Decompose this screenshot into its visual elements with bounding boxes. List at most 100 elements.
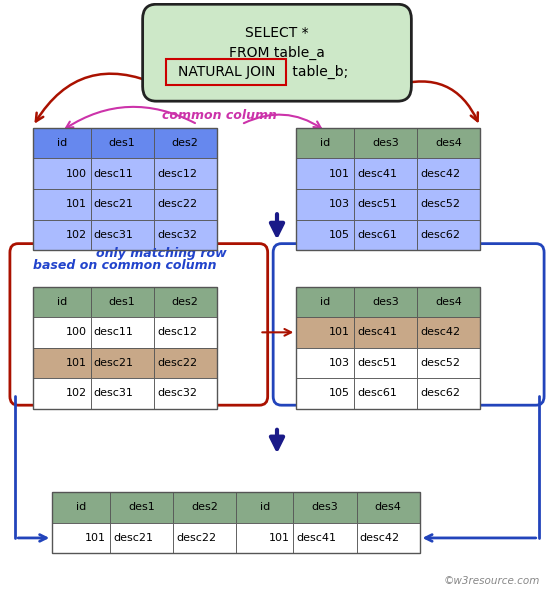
FancyBboxPatch shape: [357, 522, 419, 553]
Text: 101: 101: [329, 169, 350, 178]
Text: common column: common column: [162, 109, 277, 122]
Text: desc42: desc42: [360, 533, 400, 543]
FancyBboxPatch shape: [90, 189, 153, 219]
Text: desc31: desc31: [94, 230, 134, 240]
FancyBboxPatch shape: [153, 158, 217, 189]
Text: desc62: desc62: [420, 230, 460, 240]
Text: 101: 101: [269, 533, 290, 543]
FancyBboxPatch shape: [296, 347, 354, 378]
Text: desc11: desc11: [94, 169, 134, 178]
FancyBboxPatch shape: [110, 522, 173, 553]
Text: des4: des4: [375, 502, 402, 512]
FancyBboxPatch shape: [90, 317, 153, 347]
Text: only matching row: only matching row: [96, 247, 227, 260]
Text: desc52: desc52: [420, 199, 460, 209]
Text: NATURAL JOIN: NATURAL JOIN: [178, 65, 275, 79]
Text: desc21: desc21: [94, 358, 134, 368]
FancyBboxPatch shape: [354, 158, 417, 189]
Text: 101: 101: [329, 327, 350, 337]
FancyBboxPatch shape: [417, 158, 480, 189]
FancyBboxPatch shape: [354, 317, 417, 347]
FancyBboxPatch shape: [52, 522, 110, 553]
FancyBboxPatch shape: [354, 286, 417, 317]
FancyBboxPatch shape: [296, 158, 354, 189]
FancyBboxPatch shape: [153, 317, 217, 347]
FancyBboxPatch shape: [90, 219, 153, 250]
FancyBboxPatch shape: [153, 378, 217, 409]
FancyBboxPatch shape: [33, 286, 90, 317]
Text: desc42: desc42: [420, 327, 460, 337]
Text: desc32: desc32: [157, 388, 197, 398]
FancyBboxPatch shape: [417, 317, 480, 347]
Text: desc21: desc21: [113, 533, 153, 543]
Text: 100: 100: [66, 169, 86, 178]
FancyBboxPatch shape: [153, 286, 217, 317]
Text: 105: 105: [329, 230, 350, 240]
FancyBboxPatch shape: [153, 189, 217, 219]
FancyBboxPatch shape: [33, 189, 90, 219]
FancyBboxPatch shape: [153, 128, 217, 158]
Text: desc31: desc31: [94, 388, 134, 398]
FancyBboxPatch shape: [153, 219, 217, 250]
FancyBboxPatch shape: [296, 219, 354, 250]
Text: des4: des4: [435, 296, 462, 307]
Text: based on common column: based on common column: [33, 259, 217, 272]
Text: des1: des1: [128, 502, 155, 512]
Text: FROM table_a: FROM table_a: [229, 46, 325, 60]
FancyBboxPatch shape: [142, 4, 412, 101]
Text: 101: 101: [85, 533, 106, 543]
Text: 101: 101: [66, 358, 86, 368]
Text: desc21: desc21: [94, 199, 134, 209]
FancyBboxPatch shape: [173, 522, 236, 553]
FancyBboxPatch shape: [153, 347, 217, 378]
FancyBboxPatch shape: [33, 317, 90, 347]
Text: 103: 103: [329, 358, 350, 368]
Text: desc61: desc61: [357, 388, 397, 398]
FancyBboxPatch shape: [417, 219, 480, 250]
FancyBboxPatch shape: [296, 286, 354, 317]
Text: desc61: desc61: [357, 230, 397, 240]
Text: 102: 102: [65, 388, 86, 398]
Text: table_b;: table_b;: [288, 65, 348, 79]
Text: desc22: desc22: [157, 199, 197, 209]
Text: des3: des3: [311, 502, 338, 512]
Text: desc22: desc22: [157, 358, 197, 368]
Text: 101: 101: [66, 199, 86, 209]
Text: des3: des3: [372, 296, 399, 307]
Text: des2: des2: [191, 502, 218, 512]
Text: desc62: desc62: [420, 388, 460, 398]
FancyBboxPatch shape: [354, 128, 417, 158]
FancyBboxPatch shape: [417, 347, 480, 378]
Text: SELECT *: SELECT *: [245, 26, 309, 40]
Text: desc41: desc41: [297, 533, 337, 543]
FancyBboxPatch shape: [173, 492, 236, 522]
FancyBboxPatch shape: [354, 347, 417, 378]
Text: desc52: desc52: [420, 358, 460, 368]
FancyBboxPatch shape: [417, 378, 480, 409]
FancyBboxPatch shape: [33, 219, 90, 250]
Text: desc12: desc12: [157, 169, 197, 178]
Text: desc42: desc42: [420, 169, 460, 178]
FancyBboxPatch shape: [236, 492, 294, 522]
FancyBboxPatch shape: [166, 59, 286, 85]
Text: desc51: desc51: [357, 199, 397, 209]
Text: des1: des1: [109, 138, 135, 148]
FancyBboxPatch shape: [296, 128, 354, 158]
Text: id: id: [57, 296, 67, 307]
FancyBboxPatch shape: [357, 492, 419, 522]
Text: id: id: [57, 138, 67, 148]
FancyBboxPatch shape: [417, 189, 480, 219]
FancyBboxPatch shape: [33, 378, 90, 409]
Text: des2: des2: [172, 138, 198, 148]
Text: desc51: desc51: [357, 358, 397, 368]
FancyBboxPatch shape: [296, 189, 354, 219]
FancyBboxPatch shape: [417, 128, 480, 158]
Text: des4: des4: [435, 138, 462, 148]
FancyBboxPatch shape: [417, 286, 480, 317]
FancyBboxPatch shape: [90, 286, 153, 317]
FancyBboxPatch shape: [110, 492, 173, 522]
FancyBboxPatch shape: [296, 317, 354, 347]
Text: id: id: [320, 296, 330, 307]
Text: desc41: desc41: [357, 327, 397, 337]
FancyBboxPatch shape: [52, 492, 110, 522]
